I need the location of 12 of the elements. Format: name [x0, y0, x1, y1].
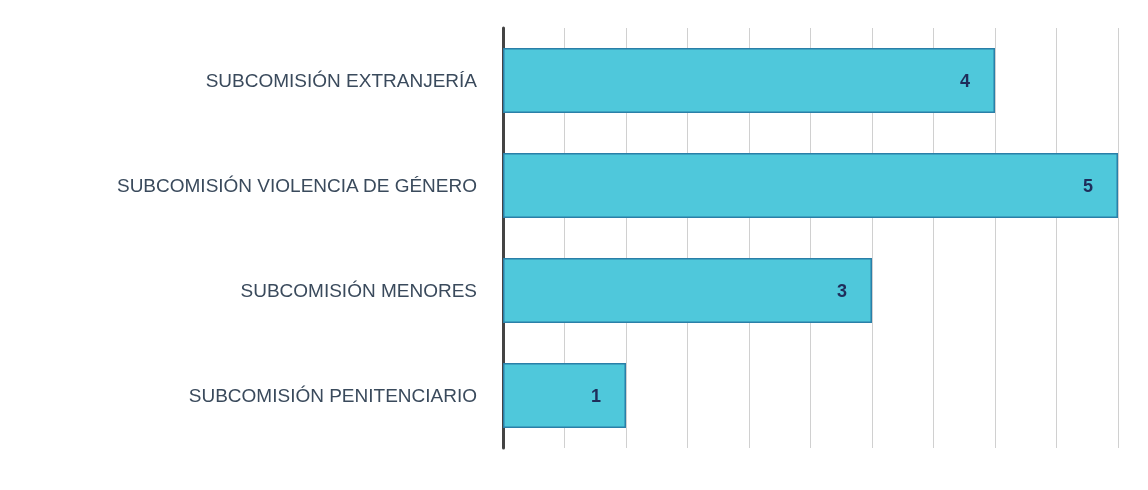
y-tick-label: SUBCOMISIÓN MENORES — [240, 280, 477, 301]
data-label: 5 — [1082, 175, 1093, 196]
data-label: 3 — [836, 280, 847, 301]
bar — [503, 362, 626, 429]
y-tick-label: SUBCOMISIÓN EXTRANJERÍA — [205, 70, 478, 91]
y-tick-label: SUBCOMISIÓN PENITENCIARIO — [188, 385, 477, 406]
bar — [503, 257, 872, 324]
data-label: 1 — [590, 385, 601, 406]
y-tick-label: SUBCOMISIÓN VIOLENCIA DE GÉNERO — [116, 175, 477, 196]
bar — [503, 152, 1118, 219]
bar — [503, 47, 995, 114]
data-label: 4 — [959, 70, 970, 91]
